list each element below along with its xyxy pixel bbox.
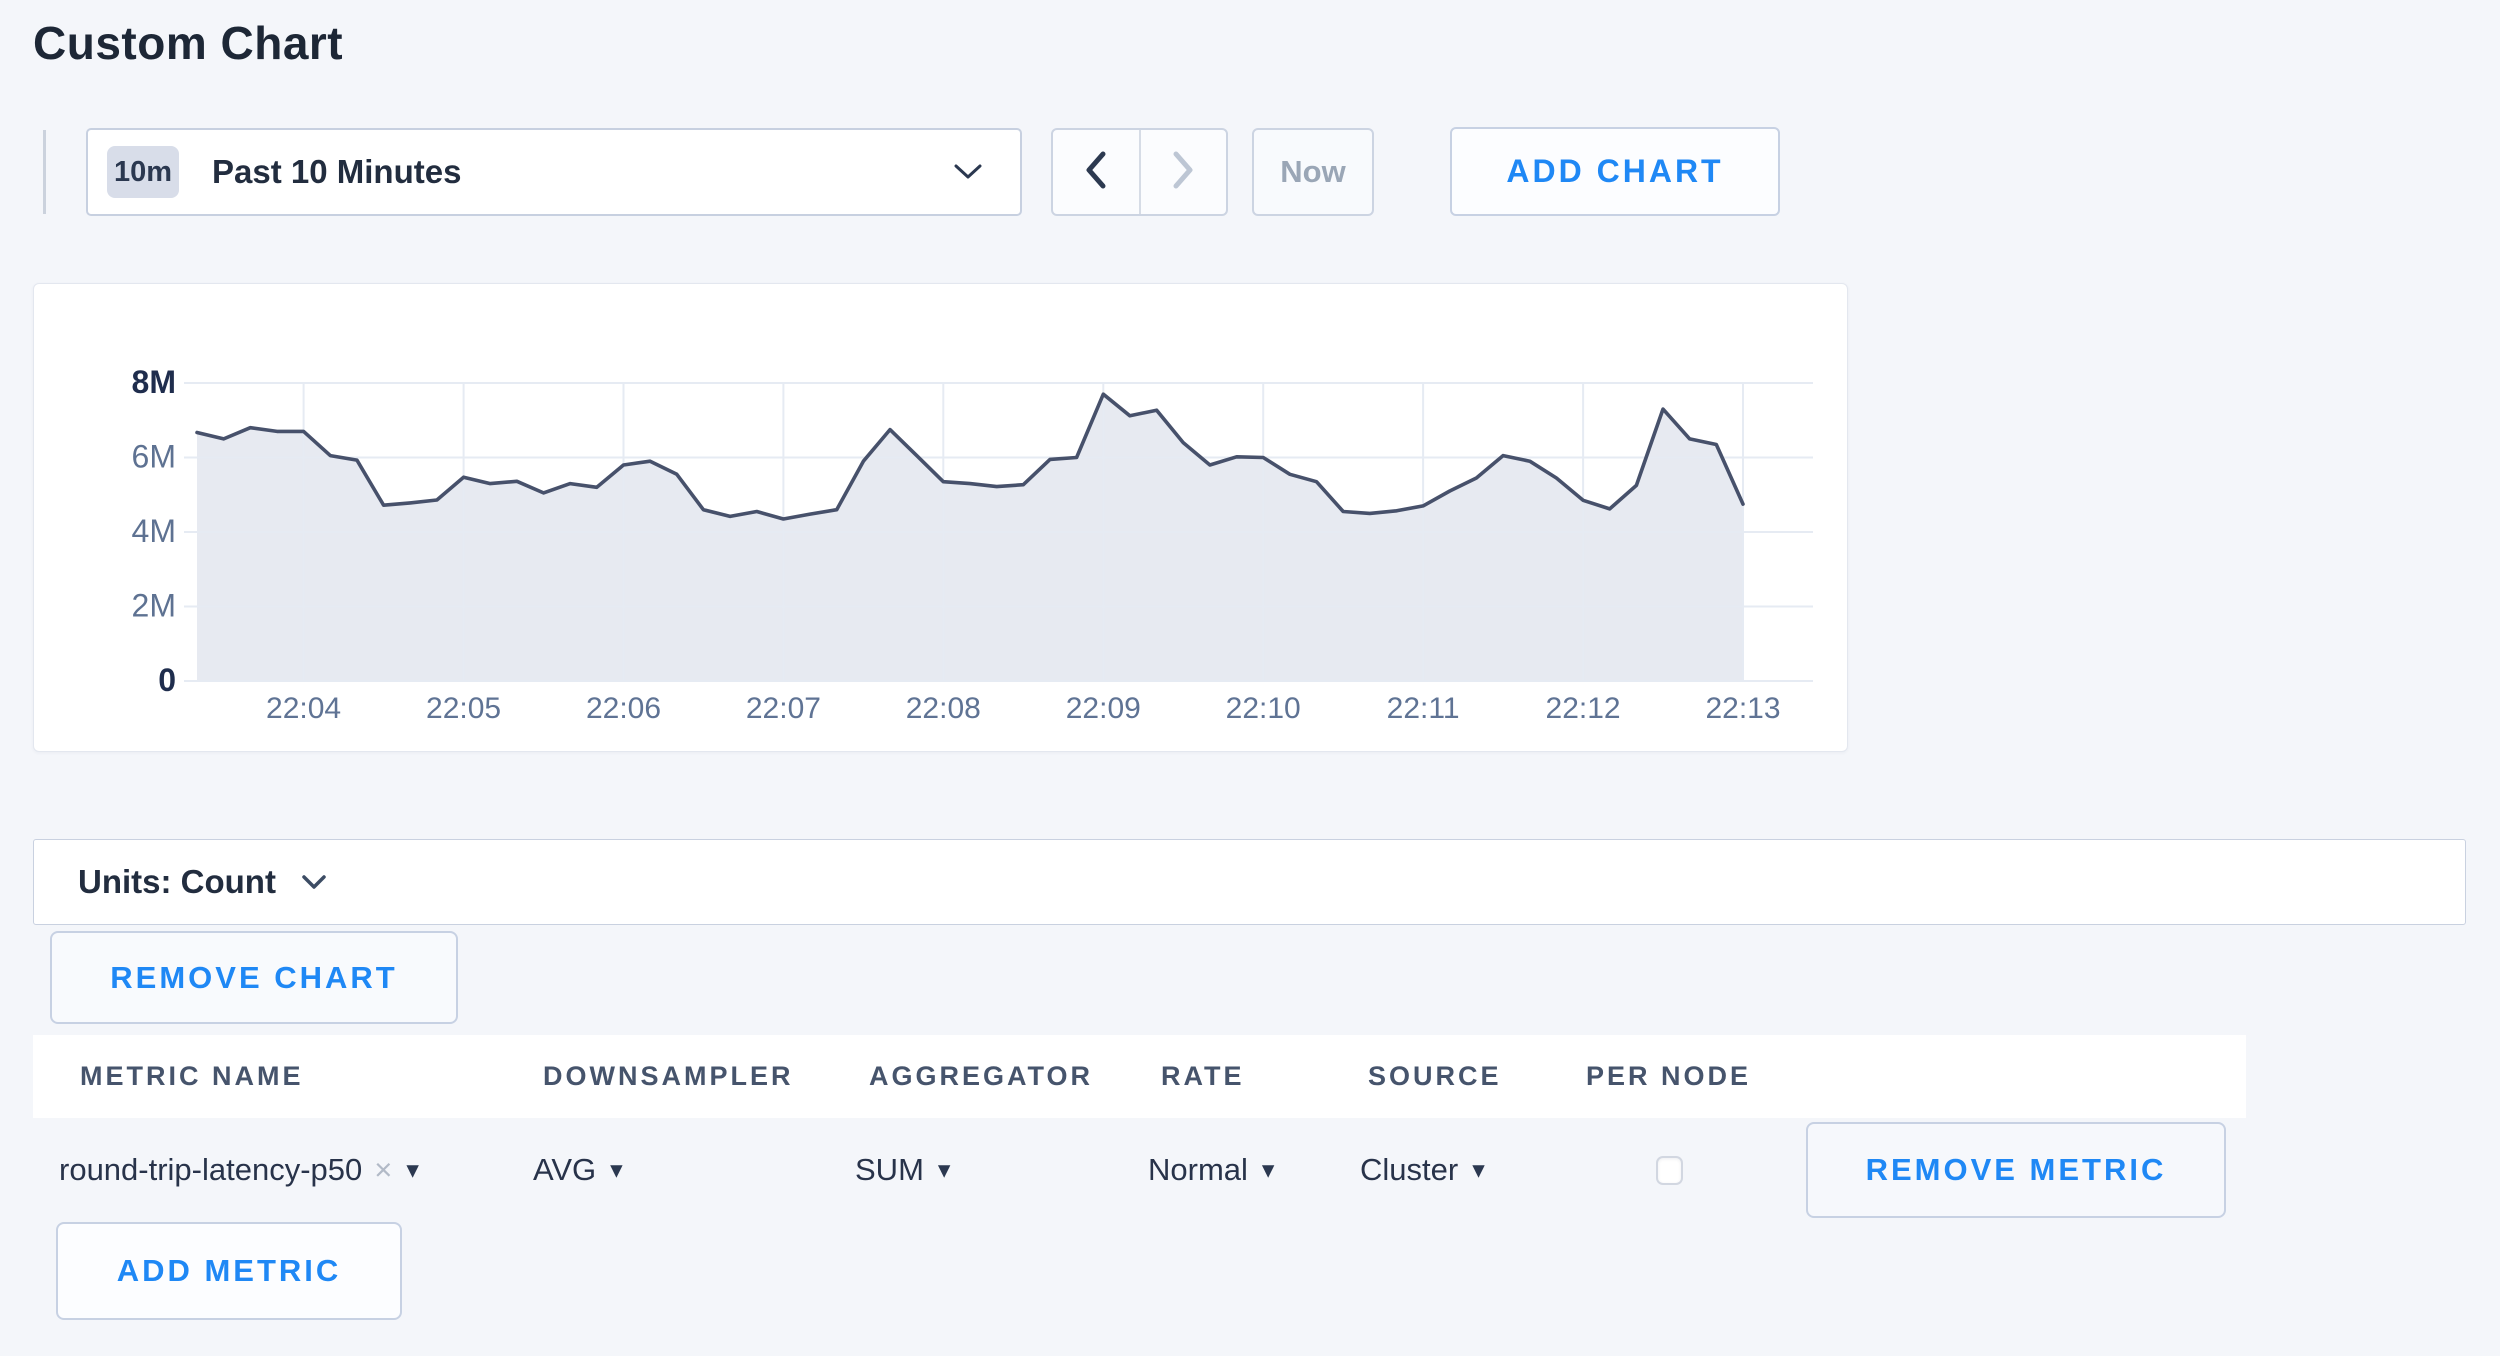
caret-down-icon: ▾ [610,1156,623,1184]
svg-text:8M: 8M [132,364,176,400]
time-range-dropdown[interactable]: 10m Past 10 Minutes [86,128,1022,216]
svg-text:2M: 2M [132,588,176,624]
chevron-down-icon [302,874,326,890]
svg-text:22:12: 22:12 [1546,692,1621,725]
svg-text:22:08: 22:08 [906,692,981,725]
svg-text:22:04: 22:04 [266,692,341,725]
svg-text:22:05: 22:05 [426,692,501,725]
svg-text:4M: 4M [132,513,176,549]
metric-name-value: round-trip-latency-p50 [59,1152,363,1187]
add-metric-button[interactable]: ADD METRIC [56,1222,402,1320]
now-button[interactable]: Now [1252,128,1374,216]
svg-text:22:13: 22:13 [1705,692,1780,725]
column-header-metric-name: METRIC NAME [80,1061,304,1091]
per-node-checkbox[interactable] [1656,1156,1683,1185]
time-scale-badge: 10m [107,146,179,198]
column-header-source: SOURCE [1368,1061,1502,1091]
units-label: Units: Count [78,863,276,900]
downsampler-select[interactable]: AVG ▾ [533,1147,623,1193]
chart-card: 0 2M 4M 6M 8M 22:04 22:05 22:06 22:07 22:08 22:09 2… [33,283,1848,752]
toolbar-divider [43,130,46,214]
timeseries-chart[interactable]: 0 2M 4M 6M 8M 22:04 22:05 22:06 22:07 22:08 22:09 2… [34,284,1849,753]
units-dropdown[interactable]: Units: Count [33,839,2466,925]
remove-metric-button[interactable]: REMOVE METRIC [1806,1122,2226,1218]
metrics-table-header: METRIC NAME DOWNSAMPLER AGGREGATOR RATE … [33,1035,2246,1118]
time-range-label: Past 10 Minutes [212,153,462,190]
svg-text:22:06: 22:06 [586,692,661,725]
svg-text:22:09: 22:09 [1066,692,1141,725]
page-title: Custom Chart [33,17,344,69]
svg-text:22:07: 22:07 [746,692,821,725]
rate-value: Normal [1148,1152,1248,1187]
svg-text:0: 0 [158,662,176,698]
chevron-right-icon [1171,150,1196,195]
downsampler-value: AVG [533,1152,597,1187]
clear-metric-icon[interactable]: × [374,1152,393,1187]
source-select[interactable]: Cluster ▾ [1360,1147,1485,1193]
remove-chart-button[interactable]: REMOVE CHART [50,931,458,1024]
caret-down-icon: ▾ [937,1156,951,1184]
column-header-aggregator: AGGREGATOR [869,1061,1094,1091]
aggregator-value: SUM [855,1152,924,1187]
chevron-left-icon [1083,150,1108,195]
svg-text:22:11: 22:11 [1387,692,1460,725]
metric-name-select[interactable]: round-trip-latency-p50 × ▾ [59,1147,419,1193]
caret-down-icon: ▾ [406,1156,419,1184]
add-chart-button[interactable]: ADD CHART [1450,127,1780,216]
svg-text:6M: 6M [132,439,176,475]
column-header-rate: RATE [1161,1061,1245,1091]
rate-select[interactable]: Normal ▾ [1148,1147,1274,1193]
caret-down-icon: ▾ [1472,1156,1485,1184]
aggregator-select[interactable]: SUM ▾ [855,1147,950,1193]
caret-down-icon: ▾ [1261,1156,1275,1184]
time-step-buttons [1051,128,1228,216]
column-header-downsampler: DOWNSAMPLER [543,1061,794,1091]
step-back-button[interactable] [1053,130,1141,214]
step-forward-button[interactable] [1141,130,1227,214]
source-value: Cluster [1360,1152,1459,1187]
svg-text:22:10: 22:10 [1226,692,1301,725]
chevron-down-icon [954,164,982,181]
column-header-per-node: PER NODE [1586,1061,1752,1091]
